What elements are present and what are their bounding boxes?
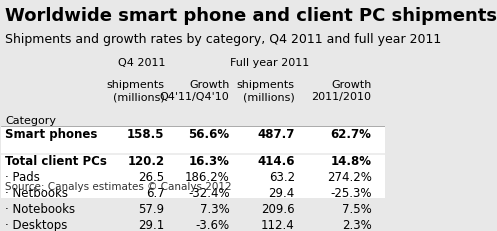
Text: 6.7: 6.7 [146, 187, 165, 200]
Text: 7.5%: 7.5% [342, 203, 372, 216]
Text: 209.6: 209.6 [261, 203, 295, 216]
Text: 16.3%: 16.3% [189, 155, 230, 168]
Text: -25.3%: -25.3% [330, 187, 372, 200]
Text: 120.2: 120.2 [127, 155, 165, 168]
Text: 63.2: 63.2 [269, 171, 295, 184]
FancyBboxPatch shape [1, 126, 385, 198]
Text: Worldwide smart phone and client PC shipments: Worldwide smart phone and client PC ship… [5, 7, 497, 25]
Text: Source: Canalys estimates © Canalys 2012: Source: Canalys estimates © Canalys 2012 [5, 182, 232, 192]
Text: shipments
(millions): shipments (millions) [237, 80, 295, 102]
Text: 29.4: 29.4 [268, 187, 295, 200]
Text: 487.7: 487.7 [257, 128, 295, 141]
Text: · Netbooks: · Netbooks [5, 187, 68, 200]
Text: Q4 2011: Q4 2011 [118, 58, 165, 68]
Text: 158.5: 158.5 [127, 128, 165, 141]
Text: · Pads: · Pads [5, 171, 40, 184]
Text: 186.2%: 186.2% [185, 171, 230, 184]
Text: -32.4%: -32.4% [188, 187, 230, 200]
Text: Category: Category [5, 116, 56, 126]
Text: 57.9: 57.9 [138, 203, 165, 216]
Text: -3.6%: -3.6% [195, 219, 230, 231]
Text: 26.5: 26.5 [138, 171, 165, 184]
Text: · Notebooks: · Notebooks [5, 203, 76, 216]
Text: 7.3%: 7.3% [200, 203, 230, 216]
Text: 29.1: 29.1 [138, 219, 165, 231]
Text: shipments
(millions): shipments (millions) [106, 80, 165, 102]
Text: Smart phones: Smart phones [5, 128, 97, 141]
Text: 414.6: 414.6 [257, 155, 295, 168]
Text: 2.3%: 2.3% [342, 219, 372, 231]
Text: · Desktops: · Desktops [5, 219, 68, 231]
Text: 274.2%: 274.2% [327, 171, 372, 184]
Text: 112.4: 112.4 [261, 219, 295, 231]
Text: 56.6%: 56.6% [188, 128, 230, 141]
Text: Total client PCs: Total client PCs [5, 155, 107, 168]
Text: 62.7%: 62.7% [331, 128, 372, 141]
Text: Growth
Q4'11/Q4'10: Growth Q4'11/Q4'10 [160, 80, 230, 102]
Text: 14.8%: 14.8% [331, 155, 372, 168]
Text: Growth
2011/2010: Growth 2011/2010 [312, 80, 372, 102]
Text: Full year 2011: Full year 2011 [230, 58, 310, 68]
Text: Shipments and growth rates by category, Q4 2011 and full year 2011: Shipments and growth rates by category, … [5, 33, 441, 46]
